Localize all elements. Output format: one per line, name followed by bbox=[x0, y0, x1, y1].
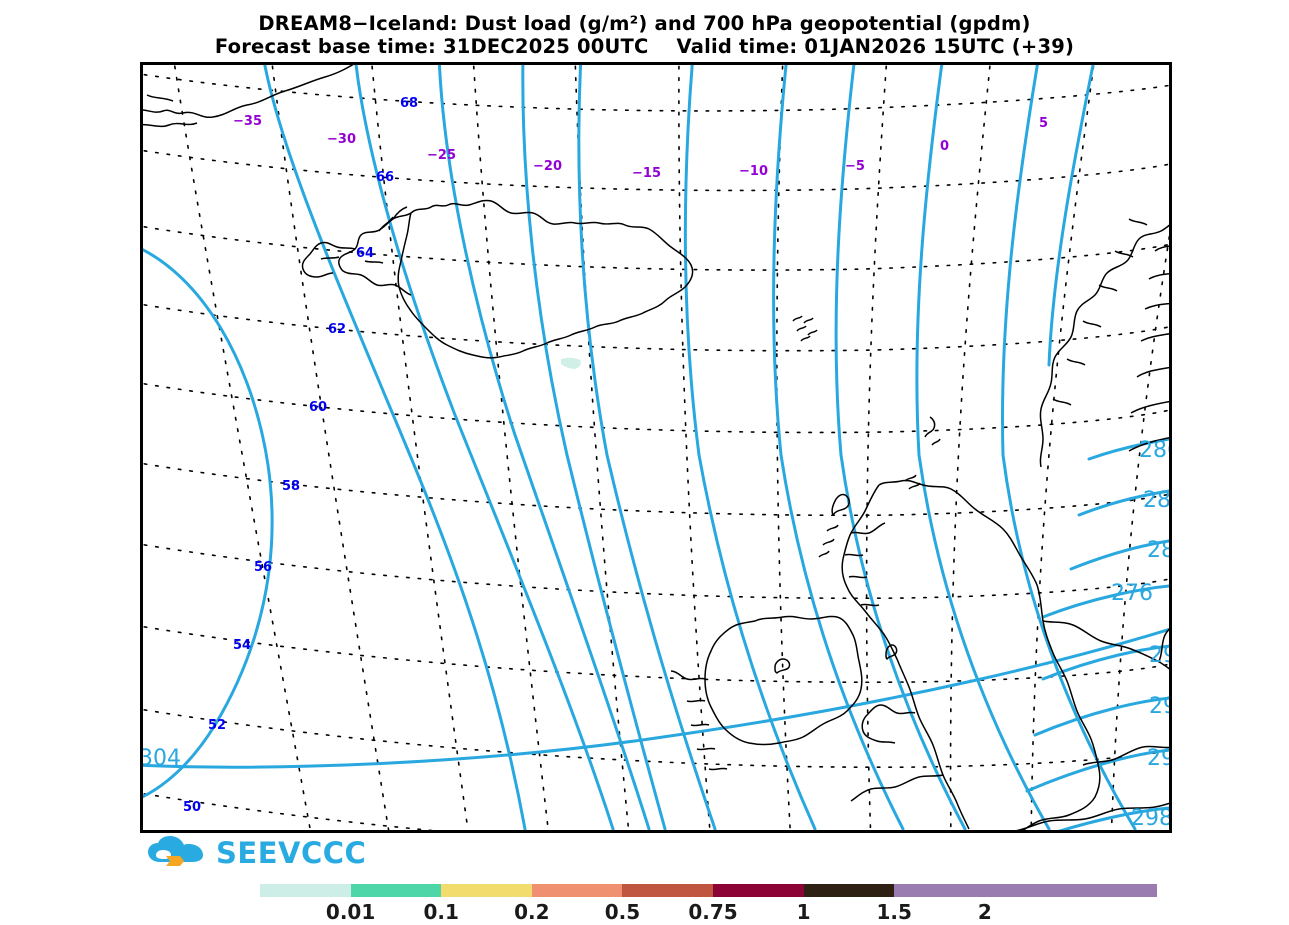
colorbar-tick: 0.01 bbox=[325, 900, 376, 924]
forecast-time-subtitle: Forecast base time: 31DEC2025 00UTC Vali… bbox=[214, 35, 1075, 58]
graticule-longitudes bbox=[173, 65, 1169, 830]
longitude-label: −5 bbox=[845, 159, 865, 174]
longitude-label: −15 bbox=[632, 166, 661, 181]
colorbar-tick: 1 bbox=[796, 900, 811, 924]
colorbar-tick: 0.2 bbox=[514, 900, 550, 924]
latitude-label: 56 bbox=[254, 560, 272, 575]
map-canvas: 304 286 284 280 276 292 294 296 298 −35 −30 −25 −20… bbox=[143, 65, 1169, 830]
geopotential-label: 294 bbox=[1149, 694, 1169, 719]
longitude-label: −30 bbox=[327, 132, 356, 147]
colorbar-gradient bbox=[260, 884, 1158, 897]
colorbar-segment bbox=[622, 884, 714, 897]
page-title: DREAM8−Iceland: Dust load (g/m²) and 700… bbox=[258, 12, 1031, 35]
colorbar-tick: 2 bbox=[977, 900, 992, 924]
geopotential-label: 276 bbox=[1111, 581, 1153, 606]
longitude-label: −10 bbox=[739, 164, 768, 179]
cloud-icon bbox=[148, 836, 203, 866]
longitude-label: 5 bbox=[1039, 116, 1048, 131]
geopotential-label: 296 bbox=[1147, 746, 1169, 771]
chart-title-block: DREAM8−Iceland: Dust load (g/m²) and 700… bbox=[0, 12, 1289, 58]
geopotential-label: 286 bbox=[1139, 438, 1169, 463]
latitude-label: 62 bbox=[328, 322, 346, 337]
geopotential-label: 304 bbox=[143, 746, 181, 771]
colorbar-segment bbox=[531, 884, 623, 897]
colorbar-segment bbox=[260, 884, 351, 897]
geopotential-label: 298 bbox=[1131, 806, 1169, 830]
geopotential-label: 292 bbox=[1149, 643, 1169, 668]
longitude-label: −35 bbox=[233, 114, 262, 129]
colorbar-tick: 1.5 bbox=[876, 900, 912, 924]
seevccc-logo[interactable]: SEEVCCC bbox=[146, 836, 366, 870]
colorbar-segment bbox=[350, 884, 442, 897]
colorbar-tick: 0.5 bbox=[604, 900, 641, 924]
coastlines bbox=[143, 65, 1169, 830]
colorbar-segment bbox=[713, 884, 804, 897]
longitude-label: 0 bbox=[940, 139, 949, 154]
colorbar-tick: 0.1 bbox=[423, 900, 459, 924]
geopotential-contour-labels: 304 286 284 280 276 292 294 296 298 bbox=[143, 438, 1169, 830]
latitude-label: 50 bbox=[183, 800, 201, 815]
latitude-label: 52 bbox=[208, 718, 226, 733]
colorbar-segment bbox=[803, 884, 895, 897]
graticule-latitudes bbox=[143, 73, 1169, 830]
geopotential-label: 280 bbox=[1147, 538, 1169, 563]
longitude-tick-labels: −35 −30 −25 −20 −15 −10 −5 0 5 bbox=[233, 114, 1048, 181]
geopotential-contours bbox=[143, 65, 1169, 830]
colorbar-tick-labels: 0.01 0.1 0.2 0.5 0.75 1 1.5 2 bbox=[0, 900, 1289, 925]
latitude-label: 64 bbox=[356, 246, 374, 261]
logo-text: SEEVCCC bbox=[216, 835, 367, 870]
colorbar-segment bbox=[441, 884, 532, 897]
geopotential-label: 284 bbox=[1143, 488, 1169, 513]
colorbar-segment bbox=[894, 884, 985, 897]
colorbar-tick: 0.75 bbox=[688, 900, 738, 924]
latitude-label: 68 bbox=[400, 96, 418, 111]
latitude-tick-labels: 68 66 64 62 60 58 56 54 52 50 bbox=[183, 96, 418, 815]
latitude-label: 58 bbox=[282, 479, 300, 494]
latitude-label: 54 bbox=[233, 638, 251, 653]
latitude-label: 60 bbox=[309, 400, 327, 415]
latitude-label: 66 bbox=[376, 170, 394, 185]
dust-load-colorbar[interactable]: 0.01 0.1 0.2 0.5 0.75 1 1.5 2 bbox=[0, 884, 1289, 925]
colorbar-segment bbox=[984, 884, 1158, 897]
forecast-map[interactable]: 304 286 284 280 276 292 294 296 298 −35 −30 −25 −20… bbox=[140, 62, 1172, 833]
longitude-label: −20 bbox=[533, 159, 562, 174]
longitude-label: −25 bbox=[427, 148, 456, 163]
dust-load-field bbox=[561, 357, 581, 369]
